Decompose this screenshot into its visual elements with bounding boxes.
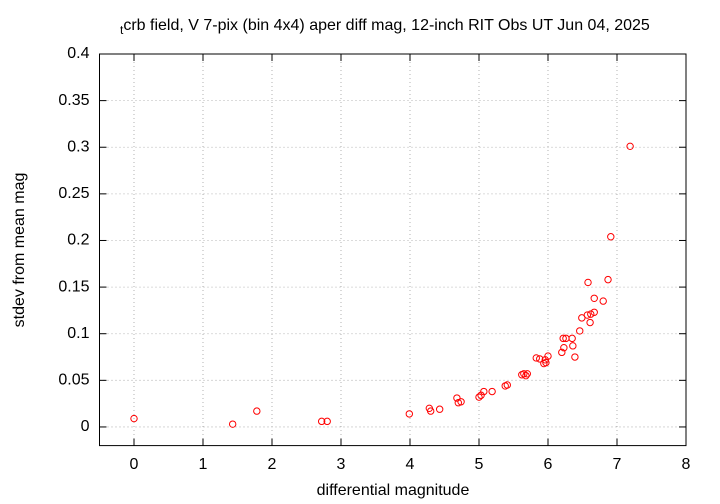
point <box>560 344 568 352</box>
y-axis-label: stdev from mean mag <box>11 173 28 328</box>
chart-title: tcrb field, V 7-pix (bin 4x4) aper diff … <box>120 17 650 37</box>
x-tick-label: 4 <box>406 456 415 473</box>
y-tick-label: 0.35 <box>58 92 89 109</box>
x-tick-label: 0 <box>130 456 139 473</box>
point <box>541 356 549 364</box>
point <box>590 308 598 316</box>
y-tick-label: 0 <box>81 418 90 435</box>
point <box>626 142 634 151</box>
y-tick-label: 0.15 <box>58 278 89 295</box>
point <box>475 393 483 401</box>
x-tick-label: 3 <box>337 456 346 473</box>
point <box>571 353 579 361</box>
point <box>604 275 612 284</box>
x-tick-label: 8 <box>682 456 691 473</box>
point <box>599 297 607 305</box>
point <box>558 348 566 357</box>
point <box>583 311 592 319</box>
point <box>542 358 550 367</box>
point <box>323 417 331 426</box>
point <box>503 381 511 389</box>
point <box>488 387 496 396</box>
point <box>586 318 594 327</box>
y-tick-label: 0.2 <box>67 232 89 249</box>
point <box>584 278 592 287</box>
point <box>405 410 414 418</box>
point <box>559 334 567 343</box>
point <box>457 398 465 406</box>
x-tick-label: 6 <box>544 456 553 473</box>
point <box>590 294 598 302</box>
y-tick-label: 0.25 <box>58 185 89 202</box>
point <box>607 233 615 241</box>
y-tick-label: 0.3 <box>67 138 89 155</box>
point <box>520 370 528 378</box>
plot-border <box>99 53 687 447</box>
point <box>536 355 544 363</box>
point <box>228 420 237 428</box>
point <box>532 354 540 362</box>
x-tick-label: 5 <box>475 456 484 473</box>
x-axis-label: differential magnitude <box>317 482 470 499</box>
point <box>523 370 531 378</box>
point <box>568 334 576 343</box>
point <box>480 387 488 396</box>
x-tick-label: 2 <box>268 456 277 473</box>
x-tick-label: 1 <box>199 456 208 473</box>
point <box>427 407 435 415</box>
point <box>522 371 530 380</box>
point <box>317 417 326 426</box>
point <box>253 407 261 415</box>
y-tick-label: 0.1 <box>67 325 89 342</box>
x-tick-label: 7 <box>613 456 622 473</box>
point <box>453 394 461 402</box>
point <box>435 405 444 413</box>
point <box>569 342 577 350</box>
point <box>576 327 584 335</box>
point <box>130 414 138 423</box>
y-tick-label: 0.05 <box>58 372 89 389</box>
y-tick-label: 0.4 <box>67 45 89 62</box>
